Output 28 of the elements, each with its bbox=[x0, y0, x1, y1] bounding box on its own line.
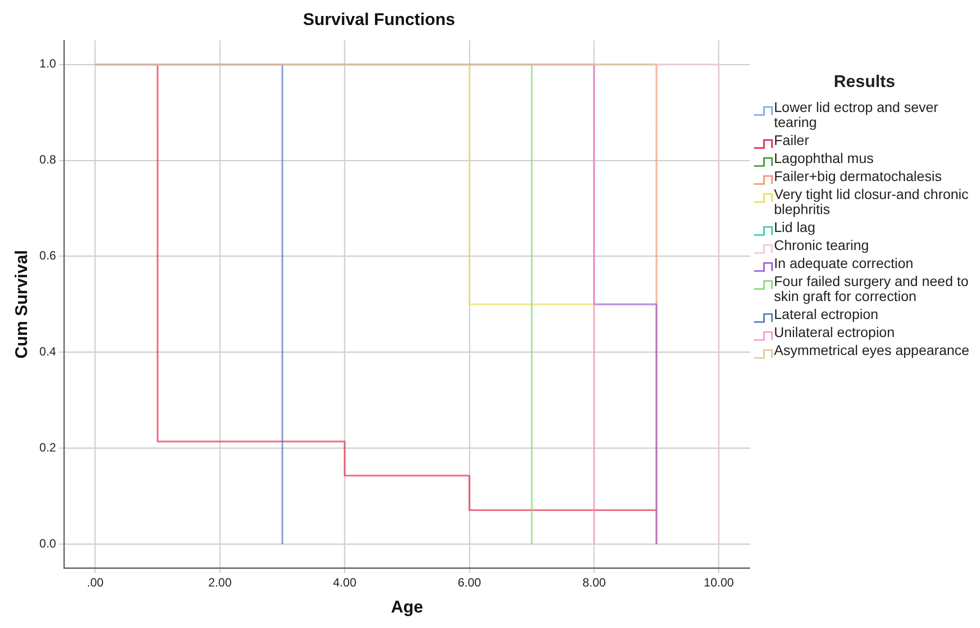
legend-label: Lateral ectropion bbox=[774, 306, 878, 322]
legend-label: Lagophthal mus bbox=[774, 150, 874, 166]
chart-title: Survival Functions bbox=[302, 10, 456, 29]
x-tick-label: 2.00 bbox=[208, 576, 232, 590]
legend-label: In adequate correction bbox=[774, 255, 914, 271]
legend-label: Four failed surgery and need to skin graft for correction bbox=[774, 273, 970, 304]
x-tick-label: 6.00 bbox=[458, 576, 482, 590]
x-tick-label: 10.00 bbox=[704, 576, 734, 590]
legend-label: Lower lid ectrop and sever tearing bbox=[774, 99, 940, 130]
y-tick-label: 0.6 bbox=[39, 248, 56, 263]
y-tick-label: 0.2 bbox=[39, 440, 56, 455]
y-tick-label: 1.0 bbox=[39, 56, 56, 71]
y-tick-label: 0.0 bbox=[39, 536, 56, 551]
y-tick-label: 0.4 bbox=[39, 344, 56, 359]
y-axis-title: Cum Survival bbox=[12, 250, 31, 359]
legend-label: Unilateral ectropion bbox=[774, 324, 895, 340]
legend-label: Asymmetrical eyes appearance bbox=[774, 342, 970, 358]
x-tick-label: 4.00 bbox=[333, 576, 357, 590]
legend-title: Results bbox=[832, 72, 896, 92]
legend-label: Failer bbox=[774, 132, 810, 148]
legend-label: Chronic tearing bbox=[774, 237, 869, 253]
legend-label: Failer+big dermatochalesis bbox=[774, 168, 942, 184]
x-tick-label: .00 bbox=[86, 576, 104, 590]
y-tick-label: 0.8 bbox=[39, 152, 56, 167]
x-tick-label: 8.00 bbox=[582, 576, 606, 590]
legend-label: Lid lag bbox=[774, 219, 816, 235]
legend-label: Very tight lid closur-and chronic blephritis bbox=[774, 186, 970, 217]
x-axis-title: Age bbox=[390, 597, 424, 616]
